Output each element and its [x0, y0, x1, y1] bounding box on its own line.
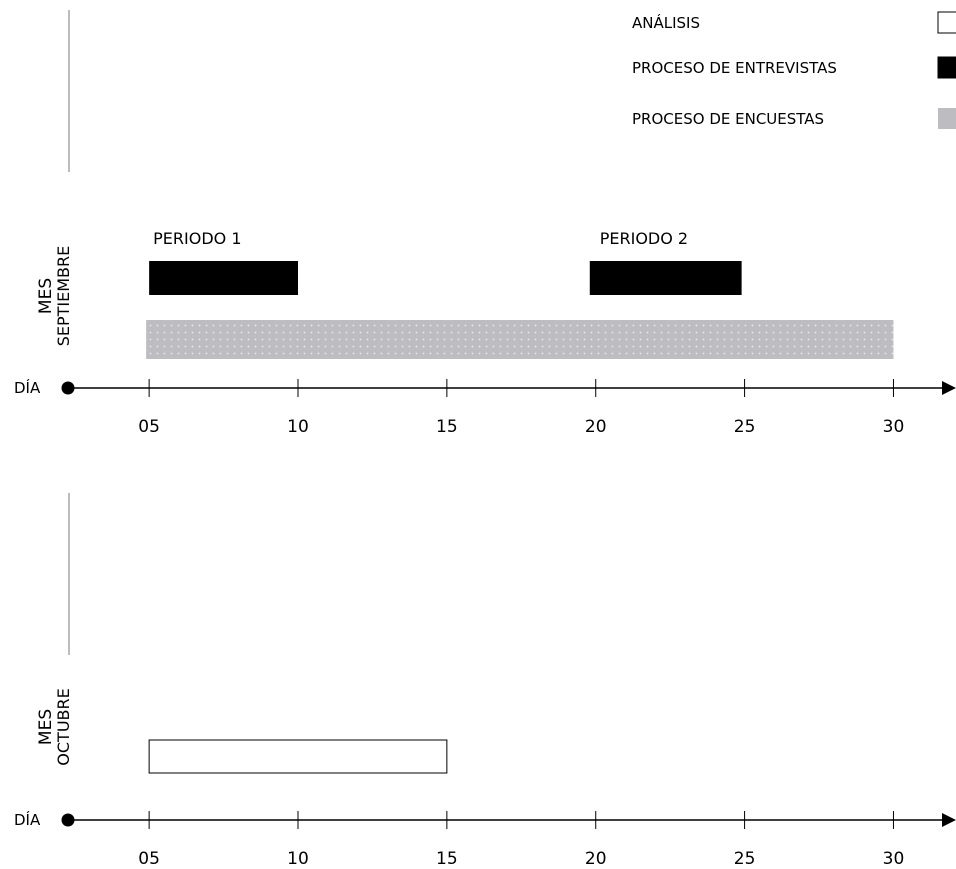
bar-analysis-1 — [148, 739, 448, 774]
legend-item-analysis: ANÁLISIS — [632, 11, 956, 34]
legend-label: ANÁLISIS — [632, 13, 700, 32]
tick-label-15: 15 — [436, 849, 458, 869]
x-axis-arrow — [942, 813, 956, 827]
bar-interviews-2 — [589, 261, 742, 295]
tick-label-20: 20 — [585, 417, 607, 437]
bar-surveys-1 — [146, 320, 894, 359]
legend-label: PROCESO DE ENCUESTAS — [632, 110, 824, 128]
tick-label-5: 05 — [138, 417, 160, 437]
month-prefix: MES — [36, 709, 56, 745]
tick-label-10: 10 — [287, 417, 309, 437]
tick-label-30: 30 — [883, 417, 905, 437]
legend-swatch-interviews — [937, 56, 956, 79]
tick-label-25: 25 — [734, 849, 756, 869]
x-axis-arrow — [942, 381, 956, 395]
legend-swatch-analysis — [937, 11, 956, 34]
period-label-1: PERIODO 1 — [153, 229, 241, 248]
axis-label: DÍA — [14, 810, 41, 829]
period-label-2: PERIODO 2 — [600, 229, 688, 248]
tick-label-25: 25 — [734, 417, 756, 437]
tick-label-15: 15 — [436, 417, 458, 437]
month-name: OCTUBRE — [54, 688, 73, 765]
legend: ANÁLISIS PROCESO DE ENTREVISTAS PROCESO DE… — [632, 11, 956, 129]
axis-label: DÍA — [14, 378, 41, 397]
tick-label-10: 10 — [287, 849, 309, 869]
month-prefix: MES — [36, 278, 56, 314]
legend-swatch-surveys — [938, 108, 956, 129]
tick-label-20: 20 — [585, 849, 607, 869]
bar-interviews-1 — [149, 261, 298, 295]
legend-label: PROCESO DE ENTREVISTAS — [632, 59, 837, 77]
tick-label-5: 05 — [138, 849, 160, 869]
legend-item-surveys: PROCESO DE ENCUESTAS — [632, 108, 956, 129]
legend-item-interviews: PROCESO DE ENTREVISTAS — [632, 56, 956, 79]
tick-label-30: 30 — [883, 849, 905, 869]
month-name: SEPTIEMBRE — [54, 246, 73, 347]
